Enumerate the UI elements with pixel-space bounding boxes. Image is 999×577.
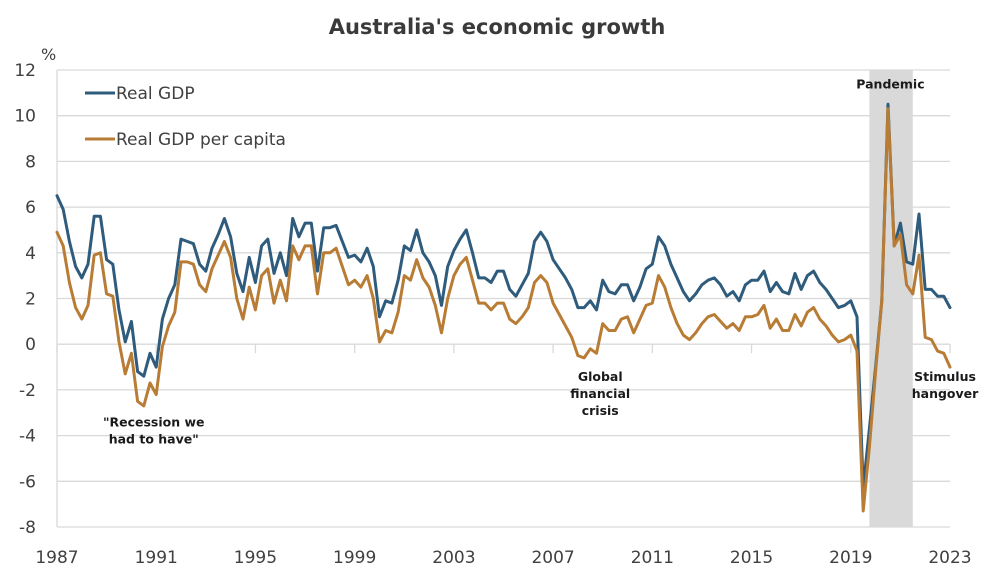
x-tick-label: 2011 xyxy=(631,548,674,568)
x-tick-label: 1999 xyxy=(333,548,376,568)
annotation-line: had to have" xyxy=(109,431,199,446)
annotation-line: financial xyxy=(570,386,630,401)
y-tick-label: 8 xyxy=(25,152,36,172)
y-tick-label: -8 xyxy=(19,518,36,538)
x-tick-label: 2019 xyxy=(829,548,872,568)
annotation-gfc: Global financial crisis xyxy=(570,369,630,418)
annotation-stimulus: Stimulus hangover xyxy=(912,369,979,401)
y-tick-label: 12 xyxy=(14,61,36,81)
annotation-line: "Recession we xyxy=(103,414,205,429)
x-tick-label: 2023 xyxy=(928,548,971,568)
annotation-line: hangover xyxy=(912,386,979,401)
annotations: "Recession we had to have" Global financial… xyxy=(103,76,979,446)
annotation-line: Stimulus xyxy=(914,369,976,384)
y-tick-label: 2 xyxy=(25,290,36,310)
y-tick-label: 0 xyxy=(25,335,36,355)
y-axis-ticks: 12 10 8 6 4 2 0 -2 -4 -6 -8 xyxy=(14,61,36,538)
annotation-line: Pandemic xyxy=(856,76,924,91)
legend-label-real-gdp-per-capita: Real GDP per capita xyxy=(116,130,286,150)
gridlines xyxy=(56,69,951,528)
y-tick-label: -6 xyxy=(19,472,36,492)
legend: Real GDP Real GDP per capita xyxy=(85,84,286,150)
legend-label-real-gdp: Real GDP xyxy=(116,84,195,104)
y-tick-label: -4 xyxy=(19,427,36,447)
annotation-recession: "Recession we had to have" xyxy=(103,414,205,446)
x-tick-label: 1995 xyxy=(234,548,277,568)
y-tick-label: -2 xyxy=(19,381,36,401)
annotation-line: crisis xyxy=(582,403,619,418)
y-tick-label: 4 xyxy=(25,244,36,264)
x-tick-label: 2015 xyxy=(730,548,773,568)
series-line-real-gdp-per-capita xyxy=(55,107,952,513)
series-lines xyxy=(55,102,952,513)
x-axis-ticks: 1987 1991 1995 1999 2003 2007 2011 2015 2019 2023 xyxy=(35,548,971,568)
chart-title: Australia's economic growth xyxy=(329,15,666,39)
x-tick-label: 2003 xyxy=(432,548,475,568)
y-tick-label: 10 xyxy=(14,107,36,127)
annotation-line: Global xyxy=(578,369,623,384)
x-tick-label: 2007 xyxy=(531,548,574,568)
y-axis-unit-label: % xyxy=(41,45,56,64)
x-tick-label: 1991 xyxy=(135,548,178,568)
annotation-pandemic: Pandemic xyxy=(856,76,924,91)
y-tick-label: 6 xyxy=(25,198,36,218)
series-line-real-gdp xyxy=(55,102,952,490)
x-tick-label: 1987 xyxy=(35,548,78,568)
